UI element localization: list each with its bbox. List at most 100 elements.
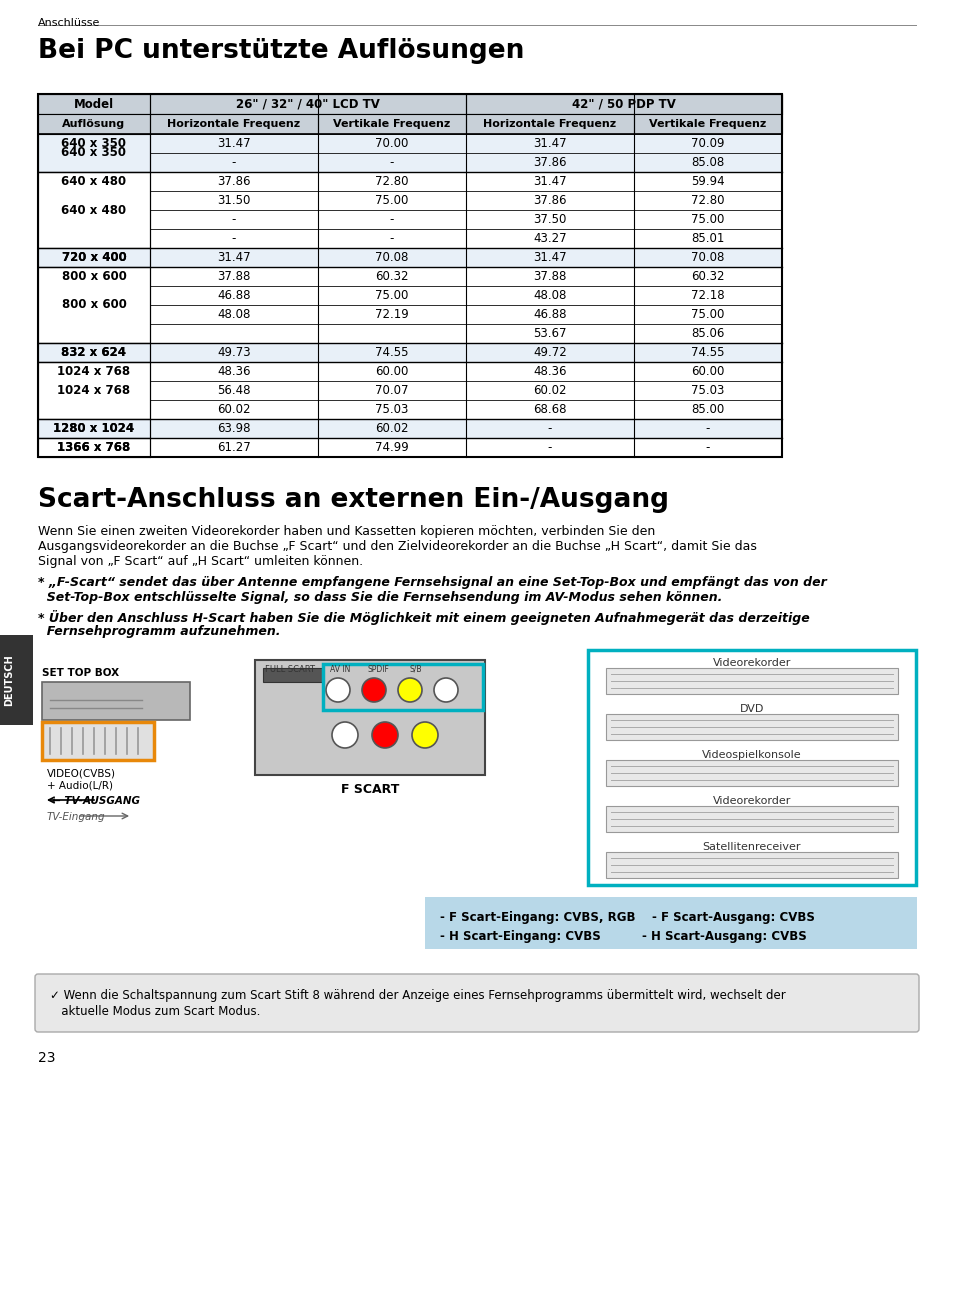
Circle shape — [412, 722, 437, 749]
Bar — [38, 267, 150, 343]
Text: FULL SCART: FULL SCART — [265, 665, 314, 674]
Bar — [38, 134, 150, 172]
Text: S/B: S/B — [410, 665, 422, 674]
Bar — [634, 191, 781, 210]
Text: 75.00: 75.00 — [375, 194, 408, 207]
Bar — [38, 94, 781, 458]
Text: 75.00: 75.00 — [375, 288, 408, 302]
Text: 85.00: 85.00 — [691, 402, 724, 416]
Text: -: - — [390, 232, 394, 245]
Text: -: - — [547, 440, 552, 454]
Text: Videospielkonsole: Videospielkonsole — [701, 750, 801, 760]
Text: 31.47: 31.47 — [217, 138, 251, 149]
Text: DVD: DVD — [739, 704, 763, 714]
Text: 1366 x 768: 1366 x 768 — [57, 440, 131, 454]
Text: 74.55: 74.55 — [691, 346, 724, 359]
Text: Satellitenreceiver: Satellitenreceiver — [702, 842, 801, 852]
Text: Videorekorder: Videorekorder — [712, 658, 790, 669]
Bar — [150, 210, 317, 229]
Bar — [150, 286, 317, 305]
Text: Fernsehprogramm aufzunehmen.: Fernsehprogramm aufzunehmen. — [38, 625, 280, 638]
Text: Videorekorder: Videorekorder — [712, 796, 790, 806]
Text: 60.00: 60.00 — [691, 364, 724, 378]
Bar — [38, 400, 150, 420]
Bar — [150, 400, 317, 420]
Bar — [634, 343, 781, 362]
Text: 70.08: 70.08 — [691, 250, 724, 264]
Bar — [634, 248, 781, 267]
Bar — [38, 172, 150, 191]
Bar — [150, 382, 317, 400]
Text: 832 x 624: 832 x 624 — [61, 346, 127, 359]
Bar — [465, 438, 634, 458]
Text: -: - — [705, 440, 709, 454]
Bar — [317, 191, 465, 210]
Text: 48.08: 48.08 — [533, 288, 566, 302]
Bar — [465, 400, 634, 420]
Text: 49.72: 49.72 — [533, 346, 566, 359]
Text: 70.08: 70.08 — [375, 250, 408, 264]
Bar — [465, 172, 634, 191]
Text: -: - — [232, 156, 236, 169]
Text: * Über den Anschluss H-Scart haben Sie die Möglichkeit mit einem geeigneten Aufn: * Über den Anschluss H-Scart haben Sie d… — [38, 610, 809, 625]
Bar — [38, 343, 150, 362]
Text: 85.06: 85.06 — [691, 326, 724, 340]
Bar — [323, 663, 482, 711]
Bar — [317, 362, 465, 382]
Text: 640 x 350: 640 x 350 — [61, 147, 127, 160]
Text: 720 x 400: 720 x 400 — [62, 250, 126, 264]
Bar — [465, 305, 634, 324]
Text: 60.02: 60.02 — [217, 402, 251, 416]
Text: Vertikale Frequenz: Vertikale Frequenz — [333, 119, 450, 128]
Bar — [317, 134, 465, 153]
Bar — [317, 172, 465, 191]
Bar — [605, 806, 897, 832]
Bar — [38, 210, 150, 229]
Text: 85.08: 85.08 — [691, 156, 724, 169]
Text: Scart-Anschluss an externen Ein-/Ausgang: Scart-Anschluss an externen Ein-/Ausgang — [38, 486, 668, 513]
Bar — [465, 362, 634, 382]
Bar — [634, 267, 781, 286]
Bar — [317, 267, 465, 286]
Text: 800 x 600: 800 x 600 — [62, 299, 127, 312]
Bar — [634, 305, 781, 324]
Bar — [38, 438, 150, 458]
Bar — [634, 210, 781, 229]
Bar — [634, 400, 781, 420]
Text: VIDEO(CVBS): VIDEO(CVBS) — [47, 768, 116, 777]
Bar — [38, 114, 781, 134]
Bar — [317, 438, 465, 458]
Bar — [38, 305, 150, 324]
Bar — [587, 650, 915, 885]
Bar — [150, 191, 317, 210]
Text: 49.73: 49.73 — [217, 346, 251, 359]
Text: 640 x 480: 640 x 480 — [61, 203, 127, 216]
Bar — [150, 438, 317, 458]
Bar — [465, 153, 634, 172]
Text: 53.67: 53.67 — [533, 326, 566, 340]
Bar — [465, 248, 634, 267]
Text: 75.03: 75.03 — [375, 402, 408, 416]
Text: 60.00: 60.00 — [375, 364, 408, 378]
Bar — [317, 210, 465, 229]
Bar — [38, 362, 150, 420]
Bar — [605, 669, 897, 694]
Bar — [317, 420, 465, 438]
Bar — [38, 172, 150, 248]
Text: 72.80: 72.80 — [691, 194, 724, 207]
Text: 68.68: 68.68 — [533, 402, 566, 416]
Bar — [634, 382, 781, 400]
Text: 48.08: 48.08 — [217, 308, 251, 321]
Bar — [605, 760, 897, 787]
Text: ← TV-AUSGANG: ← TV-AUSGANG — [52, 796, 140, 806]
Text: 23: 23 — [38, 1051, 55, 1065]
Bar — [465, 343, 634, 362]
Bar — [317, 343, 465, 362]
Text: 1366 x 768: 1366 x 768 — [57, 440, 131, 454]
Text: 74.99: 74.99 — [375, 440, 409, 454]
Bar — [317, 248, 465, 267]
Text: 31.50: 31.50 — [217, 194, 251, 207]
Bar — [317, 324, 465, 343]
Text: Anschlüsse: Anschlüsse — [38, 18, 100, 28]
Text: Horizontale Frequenz: Horizontale Frequenz — [483, 119, 616, 128]
